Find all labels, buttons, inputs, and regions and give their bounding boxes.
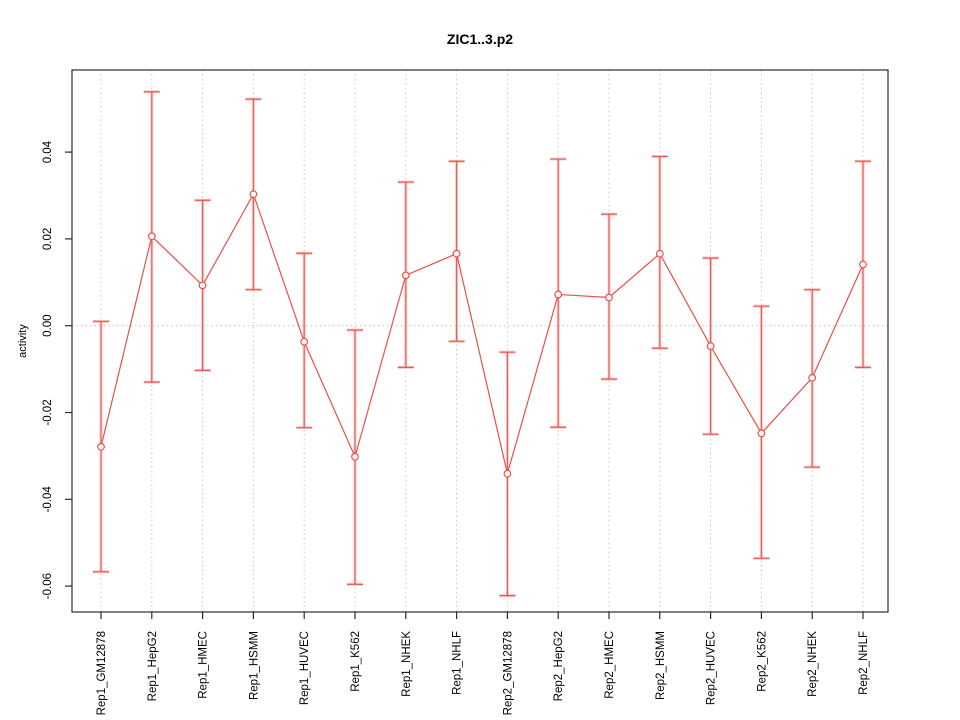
y-axis-title: activity [17,324,29,358]
data-point [706,342,715,350]
data-point [503,469,512,478]
data-point [554,290,563,299]
data-point [401,271,410,280]
gridlines-group [72,70,888,612]
x-tick-label: Rep1_HUVEC [299,631,311,705]
y-tick-label: -0.04 [42,486,54,513]
y-tick-label: 0.04 [42,140,54,163]
plot-border [71,69,889,613]
x-tick-label: Rep1_HSMM [248,631,260,700]
x-tick-label: Rep1_HMEC [198,631,210,699]
y-tick-label: 0.02 [42,228,54,250]
data-point [198,281,207,290]
data-point [351,452,359,461]
axes-group: Rep1_GM12878 Rep1_HepG2 Rep1_HMEC Rep1_HSMM… [42,140,870,715]
x-tick-label: Rep2_NHEK [807,631,819,697]
y-tick-label: 0.00 [42,315,54,337]
x-tick-label: Rep1_NHEK [401,631,413,697]
x-tick-label: Rep2_K562 [756,631,768,692]
data-point [757,429,766,438]
y-tick-label: -0.02 [42,399,54,425]
data-point [605,293,613,302]
x-tick-label: Rep2_HepG2 [553,631,565,701]
x-tick-label: Rep2_HSMM [655,631,667,700]
data-point [655,249,664,258]
x-tick-label: Rep1_GM12878 [96,631,108,715]
data-point [97,442,105,451]
data-point [859,260,867,269]
data-point [808,373,817,382]
data-point [249,190,258,199]
x-tick-label: Rep2_HUVEC [706,631,718,705]
x-tick-label: Rep2_NHLF [858,631,870,695]
y-tick-label: -0.06 [42,573,54,599]
data-series-group [93,90,871,598]
data-point [147,232,156,241]
x-tick-label: Rep1_NHLF [452,631,464,695]
chart-title: ZIC1..3.p2 [447,31,513,47]
data-point [300,337,309,346]
x-tick-label: Rep1_HepG2 [147,631,159,701]
x-tick-label: Rep2_HMEC [604,631,616,699]
data-point [452,249,461,258]
series-line [100,192,864,474]
x-tick-label: Rep2_GM12878 [502,631,514,715]
x-tick-label: Rep1_K562 [350,631,362,692]
